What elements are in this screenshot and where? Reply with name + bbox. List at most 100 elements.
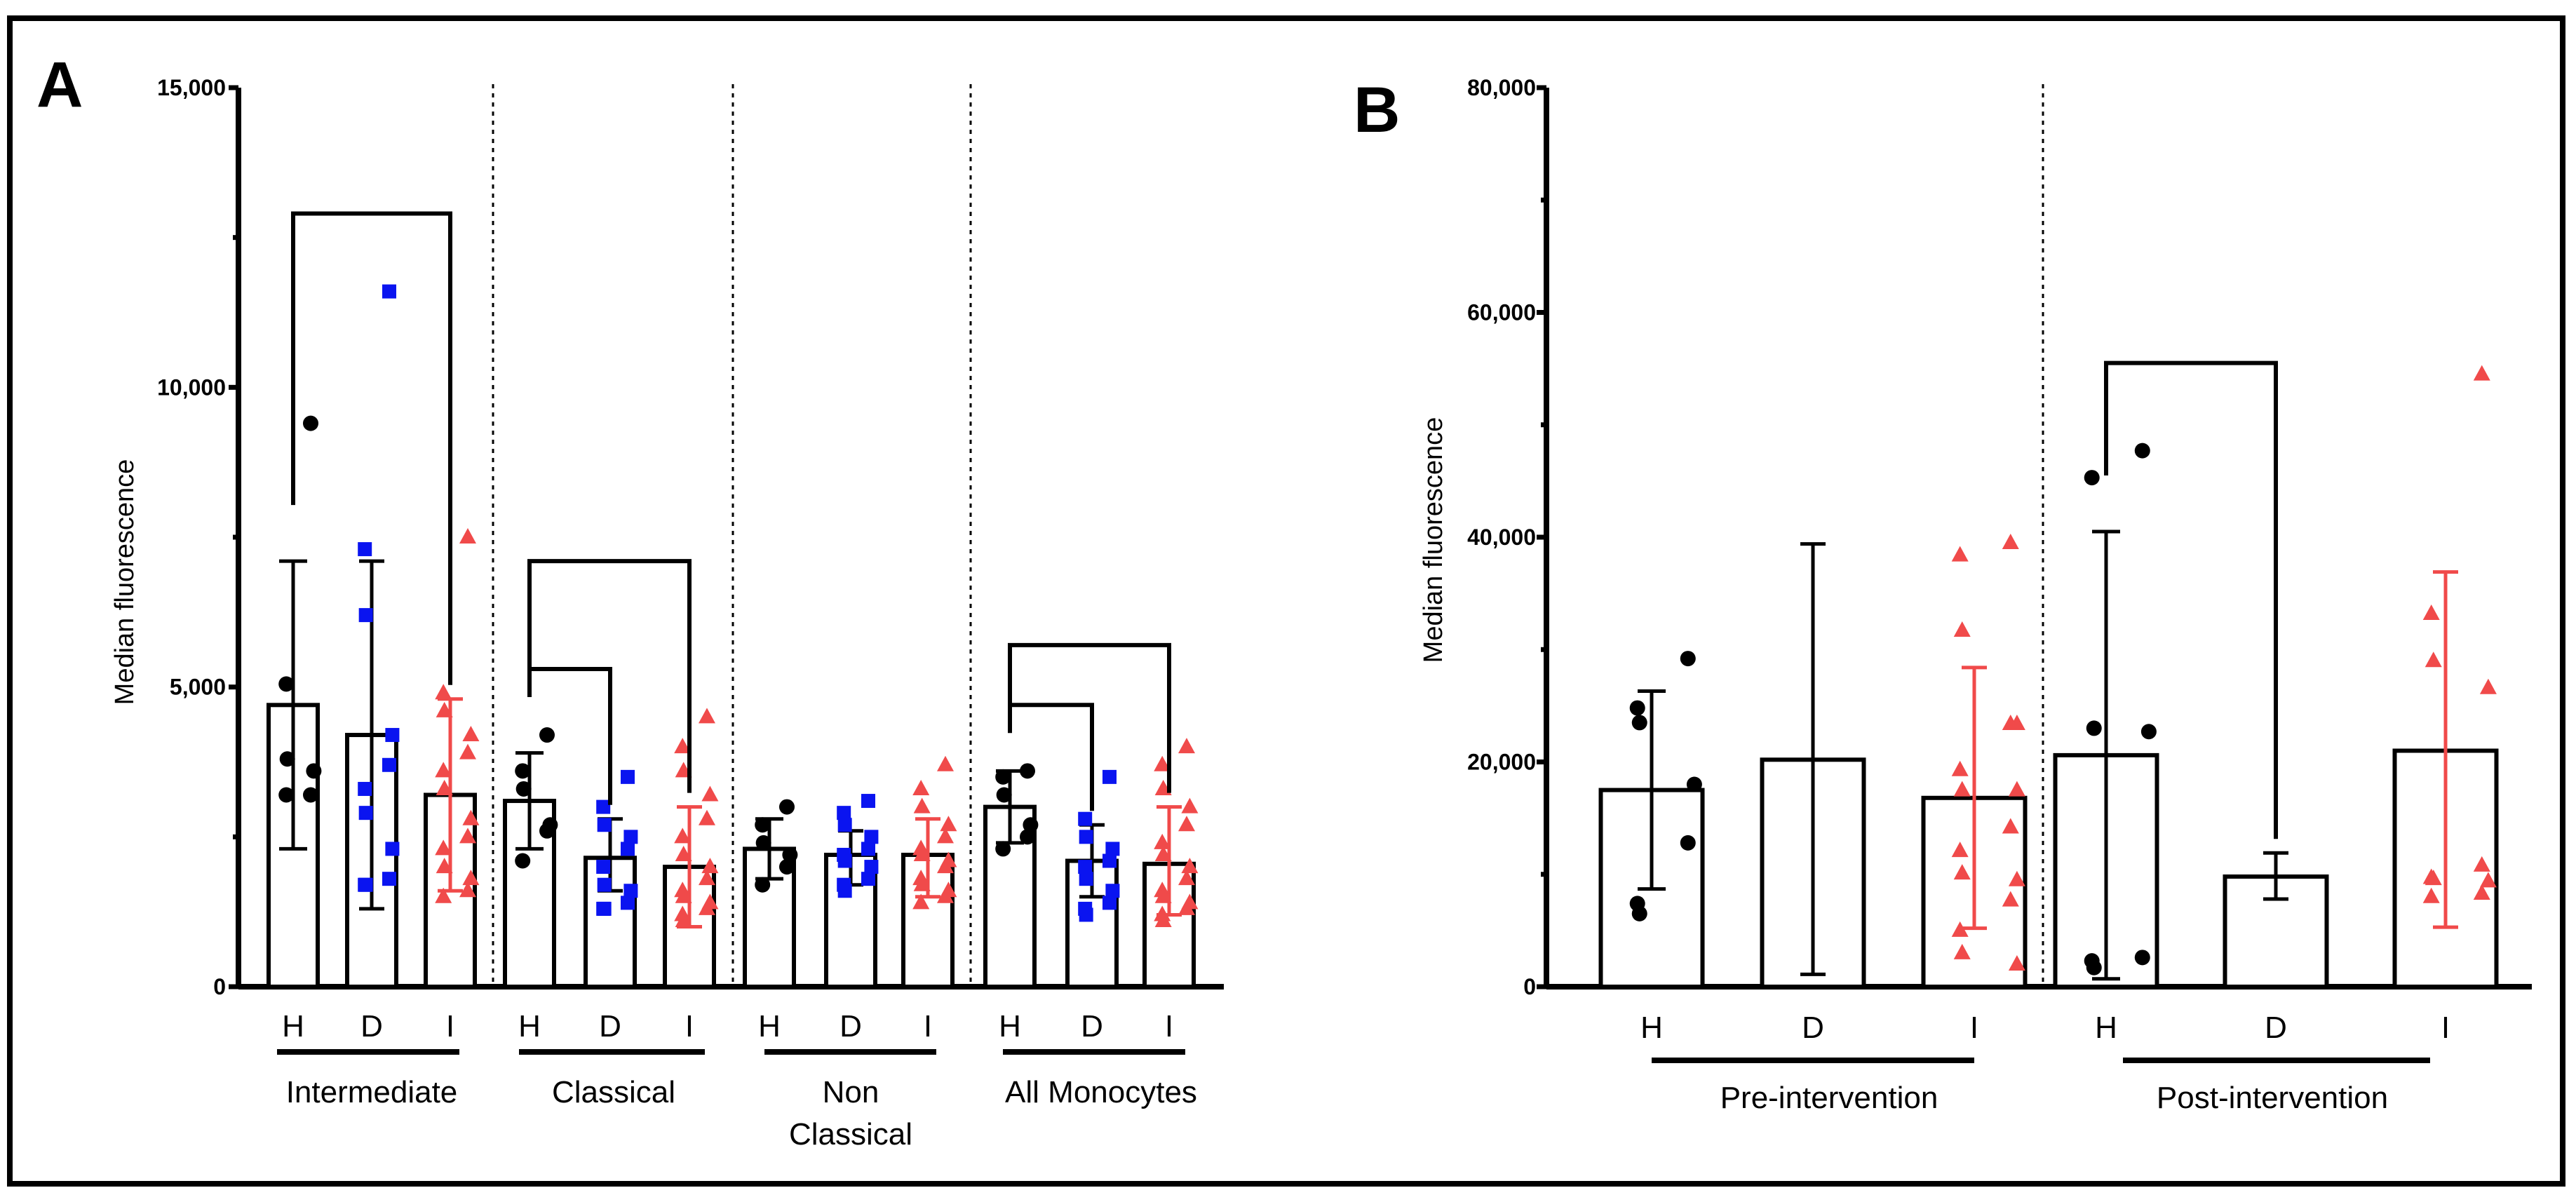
data-point-I	[674, 882, 692, 898]
data-point-H	[302, 415, 318, 431]
data-point-H	[515, 781, 532, 797]
data-point-I	[701, 785, 719, 802]
data-point-D	[1102, 896, 1117, 910]
data-point-I	[2422, 604, 2440, 620]
data-point-I	[2425, 870, 2442, 886]
group-label: Post-intervention	[2157, 1081, 2388, 1115]
data-point-D	[1105, 884, 1120, 898]
data-point-H	[995, 769, 1011, 785]
group-label: Classical	[789, 1117, 912, 1152]
data-point-I	[2422, 887, 2440, 903]
data-point-H	[2134, 950, 2150, 966]
data-point-D	[385, 842, 400, 856]
data-point-I	[435, 887, 452, 903]
data-point-I	[2473, 365, 2490, 381]
data-point-D	[597, 877, 612, 892]
category-label-D: D	[360, 1009, 383, 1044]
data-point-I	[674, 738, 692, 754]
data-point-D	[1102, 769, 1117, 784]
data-point-I	[1154, 755, 1171, 771]
data-point-H	[1019, 763, 1035, 779]
significance-bracket-H-D	[1008, 703, 1094, 811]
data-point-D	[1079, 907, 1093, 922]
data-point-D	[623, 884, 638, 898]
data-point-D	[382, 284, 396, 299]
data-point-H	[778, 859, 795, 875]
data-point-H	[782, 846, 798, 863]
data-point-I	[2002, 818, 2019, 834]
data-point-I	[1953, 621, 1971, 637]
data-point-D	[623, 830, 638, 844]
category-label-H: H	[518, 1009, 541, 1044]
data-point-I	[675, 911, 692, 927]
data-point-D	[861, 872, 875, 886]
data-point-H	[515, 763, 531, 779]
data-point-D	[837, 818, 852, 832]
data-point-I	[2473, 856, 2490, 872]
data-point-I	[701, 858, 719, 874]
data-point-I	[698, 708, 715, 724]
data-point-I	[913, 875, 931, 891]
significance-bracket-H-I	[527, 559, 692, 793]
data-point-H	[278, 787, 295, 803]
data-point-D	[1079, 872, 1093, 886]
data-point-H	[279, 751, 295, 767]
data-point-H	[1019, 829, 1035, 845]
data-point-I	[459, 882, 476, 898]
data-point-I	[913, 845, 931, 861]
figure-frame	[7, 15, 2565, 1187]
group-label: All Monocytes	[1005, 1075, 1197, 1109]
data-point-D	[596, 860, 611, 875]
data-point-I	[1178, 816, 1195, 832]
category-label-I: I	[1165, 1009, 1173, 1044]
data-point-H	[755, 877, 771, 893]
data-point-I	[2425, 651, 2442, 668]
data-point-I	[435, 684, 452, 700]
data-point-H	[1631, 905, 1647, 921]
data-point-D	[358, 781, 372, 796]
group-label: Pre-intervention	[1720, 1081, 1938, 1115]
data-point-I	[2473, 884, 2490, 900]
data-point-D	[382, 872, 396, 886]
data-point-I	[1154, 887, 1172, 903]
data-point-I	[1951, 921, 1969, 937]
data-point-I	[913, 797, 931, 813]
data-point-D	[620, 842, 635, 856]
panel-0-y-tick-label: 0	[213, 974, 226, 999]
data-point-I	[2479, 872, 2497, 888]
data-point-H	[302, 787, 318, 803]
data-point-D	[1078, 860, 1093, 875]
data-point-H	[1023, 817, 1039, 833]
significance-bracket-H-D	[527, 667, 612, 805]
data-point-I	[462, 870, 480, 886]
category-label-H: H	[999, 1009, 1021, 1044]
data-point-I	[1181, 858, 1199, 874]
data-point-I	[1154, 911, 1172, 927]
data-point-H	[755, 817, 771, 833]
significance-bracket-H-I	[291, 211, 452, 685]
data-point-H	[1680, 835, 1696, 851]
panel-1-y-tick-label: 80,000	[1467, 75, 1536, 100]
data-point-H	[778, 799, 795, 815]
data-point-D	[358, 877, 373, 892]
panel-b-letter: B	[1354, 74, 1400, 146]
data-point-D	[864, 860, 879, 875]
data-point-I	[436, 858, 453, 874]
data-point-I	[2002, 891, 2019, 907]
data-point-D	[1105, 842, 1120, 856]
data-point-D	[837, 853, 852, 868]
data-point-D	[358, 608, 373, 623]
panel-1-y-tick-label: 0	[1523, 974, 1536, 999]
data-point-I	[1178, 738, 1195, 754]
data-point-D	[596, 799, 611, 814]
data-point-H	[755, 835, 771, 851]
data-point-H	[2086, 959, 2102, 975]
data-point-H	[306, 763, 322, 779]
data-point-D	[358, 806, 373, 821]
panel-0-y-tick-label: 15,000	[157, 75, 226, 100]
data-point-I	[940, 816, 957, 832]
data-point-I	[2002, 534, 2019, 550]
significance-bracket-H-I	[1008, 642, 1171, 793]
category-label-H: H	[2095, 1011, 2117, 1045]
